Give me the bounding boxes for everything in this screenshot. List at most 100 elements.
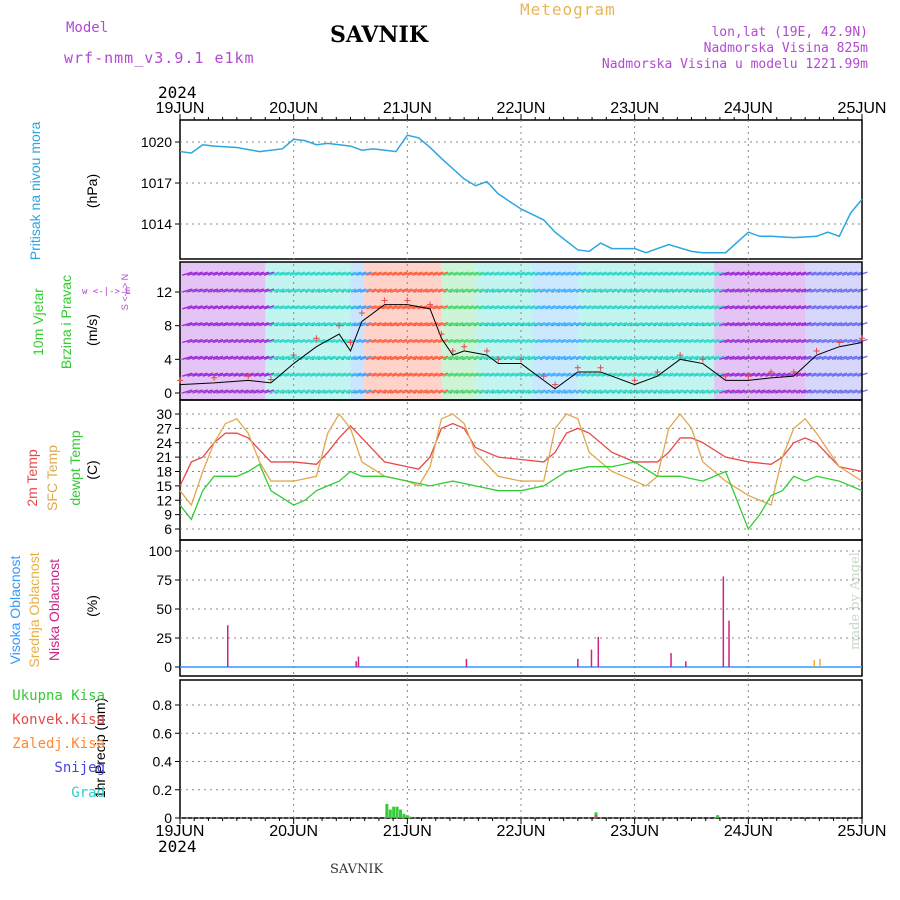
wind-barb bbox=[708, 321, 720, 327]
wind-barb bbox=[274, 271, 285, 276]
legend-conv-rain: Konvek.Kisa bbox=[12, 712, 105, 728]
wind-barb bbox=[463, 338, 474, 344]
wind-barb bbox=[826, 372, 837, 377]
wind-barb bbox=[770, 271, 781, 276]
meteogram-label: Meteogram bbox=[520, 0, 616, 19]
wind-barb bbox=[535, 338, 546, 344]
wind-barb bbox=[248, 355, 259, 361]
wind-barb bbox=[192, 305, 203, 310]
wind-barb bbox=[453, 271, 464, 276]
wind-barb bbox=[258, 355, 270, 361]
wind-barb bbox=[294, 389, 306, 394]
wind-barb bbox=[299, 372, 311, 377]
wind-barb bbox=[555, 271, 566, 276]
precip-bar bbox=[385, 803, 389, 818]
wind-barb bbox=[852, 321, 863, 327]
wind-barb bbox=[749, 338, 761, 344]
wind-barb bbox=[233, 338, 244, 344]
wind-barb bbox=[729, 271, 740, 276]
wind-barb bbox=[708, 271, 720, 276]
wind-barb bbox=[698, 321, 710, 327]
wind-barb bbox=[437, 305, 449, 310]
wind-barb bbox=[795, 355, 807, 361]
legend-snow: Snijeg bbox=[54, 760, 105, 776]
wind-barb bbox=[841, 271, 853, 276]
wind-barb bbox=[361, 355, 372, 361]
wind-barb bbox=[550, 372, 561, 377]
wind-barb bbox=[381, 288, 392, 293]
wind-barb bbox=[396, 288, 408, 293]
wind-barb bbox=[386, 355, 398, 361]
wind-barb bbox=[361, 271, 372, 276]
wind-barb bbox=[504, 338, 515, 344]
wind-barb bbox=[693, 355, 704, 361]
wind-barb bbox=[366, 321, 377, 327]
wind-barb bbox=[632, 389, 643, 394]
wind-barb bbox=[667, 288, 679, 293]
wind-barb bbox=[478, 271, 490, 276]
wind-barb bbox=[841, 389, 853, 394]
wind-barb bbox=[217, 271, 229, 276]
y-tick-label: 75 bbox=[156, 572, 172, 588]
wind-barb bbox=[606, 372, 618, 377]
y-tick-label: 25 bbox=[156, 630, 172, 646]
wind-barb bbox=[652, 305, 664, 310]
wind-barb bbox=[570, 271, 582, 276]
wind-barb bbox=[800, 271, 812, 276]
wind-barb bbox=[284, 338, 295, 344]
wind-barb bbox=[642, 305, 653, 310]
wind-barb bbox=[422, 305, 433, 310]
wind-barb bbox=[800, 355, 812, 361]
wind-barb bbox=[535, 271, 546, 276]
wind-barb bbox=[734, 305, 745, 310]
wind-barb bbox=[432, 389, 444, 394]
wind-barb bbox=[315, 321, 326, 327]
wind-barb bbox=[555, 288, 566, 293]
wind-barb bbox=[453, 305, 464, 310]
wind-barb bbox=[831, 355, 843, 361]
wind-barb bbox=[417, 372, 428, 377]
wind-barb bbox=[601, 321, 612, 327]
wind-barb bbox=[760, 355, 771, 361]
wind-barb bbox=[806, 372, 817, 377]
wind-barb bbox=[627, 305, 638, 310]
wind-barb bbox=[657, 321, 669, 327]
wind-barb bbox=[514, 271, 525, 276]
wind-barb bbox=[248, 271, 259, 276]
wind-barb bbox=[468, 338, 479, 344]
wind-barb bbox=[729, 338, 740, 344]
wind-barb bbox=[376, 372, 387, 377]
wind-barb bbox=[386, 372, 398, 377]
wind-barb bbox=[519, 288, 531, 293]
wind-barb bbox=[601, 355, 612, 361]
wind-barb bbox=[504, 288, 515, 293]
wind-barb bbox=[279, 372, 290, 377]
wind-barb bbox=[591, 288, 602, 293]
wind-barb bbox=[202, 338, 213, 344]
y-tick-label: 100 bbox=[149, 543, 173, 559]
wind-barb bbox=[253, 355, 265, 361]
wind-barb bbox=[632, 288, 643, 293]
wind-barb bbox=[187, 355, 198, 361]
wind-band-8 bbox=[714, 262, 806, 400]
model-name: wrf-nmm_v3.9.1 e1km bbox=[64, 49, 255, 67]
wind-barb bbox=[540, 338, 551, 344]
wind-barb bbox=[765, 338, 776, 344]
wind-barb bbox=[463, 389, 474, 394]
wind-barb bbox=[601, 338, 612, 344]
year-bottom: 2024 bbox=[158, 837, 197, 856]
wind-barb bbox=[749, 305, 761, 310]
wind-barb bbox=[304, 271, 316, 276]
wind-barb bbox=[222, 355, 234, 361]
wind-barb bbox=[765, 355, 776, 361]
wind-barb bbox=[775, 321, 786, 327]
wind-barb bbox=[494, 338, 505, 344]
wind-barb bbox=[852, 389, 863, 394]
wind-barb bbox=[473, 338, 485, 344]
wind-barb bbox=[678, 288, 689, 293]
wind-barb bbox=[448, 338, 459, 344]
wind-barb bbox=[662, 271, 674, 276]
wind-barb bbox=[253, 271, 265, 276]
wind-barb bbox=[253, 288, 265, 293]
wind-barb bbox=[678, 372, 689, 377]
